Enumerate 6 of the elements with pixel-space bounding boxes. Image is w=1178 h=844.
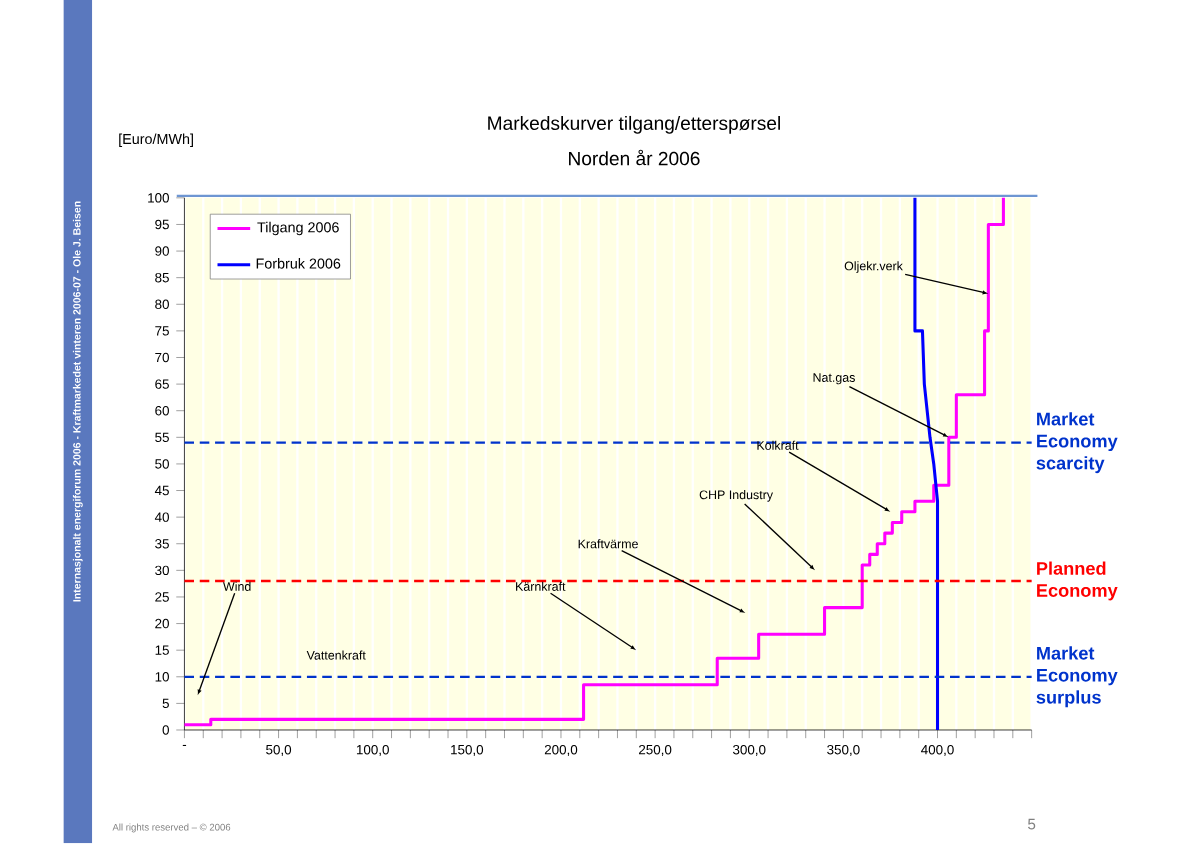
line-series <box>913 196 940 732</box>
ref-line-label: Planned Economy <box>1037 561 1118 601</box>
chart-subtitle: Norden år 2006 <box>569 150 700 166</box>
ref-line-label: Market Economy scarcity <box>1036 412 1118 474</box>
ref-line-label: Market Economy surplus <box>1036 646 1118 708</box>
chart-title: Markedskurver tilgang/etterspørsel <box>488 116 780 135</box>
